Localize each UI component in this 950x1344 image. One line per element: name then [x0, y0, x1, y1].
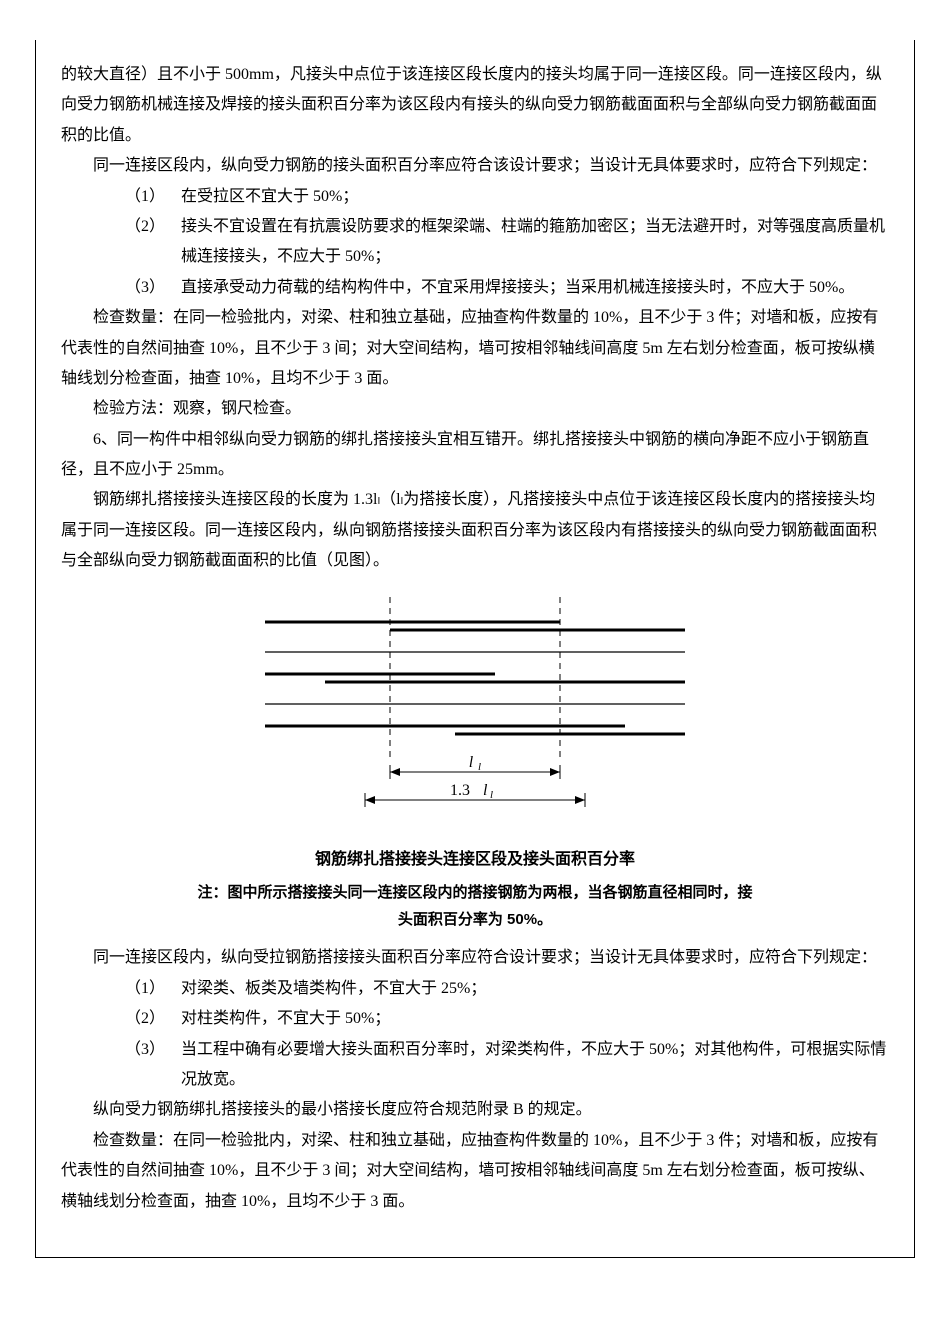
figure-note: 注：图中所示搭接接头同一连接区段内的搭接钢筋为两根，当各钢筋直径相同时，接头面积…	[195, 879, 755, 933]
list-text: 在受拉区不宜大于 50%；	[181, 182, 889, 212]
paragraph: 检查数量：在同一检验批内，对梁、柱和独立基础，应抽查构件数量的 10%，且不少于…	[61, 303, 889, 394]
list-item: （3） 当工程中确有必要增大接头面积百分率时，对梁类构件，不应大于 50%；对其…	[125, 1035, 889, 1096]
ordered-list-2: （1） 对梁类、板类及墙类构件，不宜大于 25%； （2） 对柱类构件，不宜大于…	[125, 974, 889, 1096]
svg-text:l: l	[469, 754, 474, 771]
ordered-list-1: （1） 在受拉区不宜大于 50%； （2） 接头不宜设置在有抗震设防要求的框架梁…	[125, 182, 889, 304]
svg-text:l: l	[490, 789, 493, 801]
svg-text:1.3: 1.3	[450, 782, 470, 799]
svg-text:l: l	[483, 782, 488, 799]
paragraph: 钢筋绑扎搭接接头连接区段的长度为 1.3lₗ（lₗ为搭接长度），凡搭接接头中点位…	[61, 485, 889, 576]
list-text: 接头不宜设置在有抗震设防要求的框架梁端、柱端的箍筋加密区；当无法避开时，对等强度…	[181, 212, 889, 273]
rebar-splice-diagram: l l 1.3 l l	[255, 592, 695, 822]
list-number: （2）	[125, 212, 181, 273]
list-item: （1） 对梁类、板类及墙类构件，不宜大于 25%；	[125, 974, 889, 1004]
paragraph: 同一连接区段内，纵向受力钢筋的接头面积百分率应符合该设计要求；当设计无具体要求时…	[61, 151, 889, 181]
list-text: 对柱类构件，不宜大于 50%；	[181, 1004, 889, 1034]
figure: l l 1.3 l l 钢筋绑扎搭接接头连接区段及接头面积百分率 注：图中所示搭…	[61, 592, 889, 934]
list-number: （1）	[125, 182, 181, 212]
list-item: （1） 在受拉区不宜大于 50%；	[125, 182, 889, 212]
list-text: 当工程中确有必要增大接头面积百分率时，对梁类构件，不应大于 50%；对其他构件，…	[181, 1035, 889, 1096]
list-item: （3） 直接承受动力荷载的结构构件中，不宜采用焊接接头；当采用机械连接接头时，不…	[125, 273, 889, 303]
paragraph: 检验方法：观察，钢尺检查。	[61, 394, 889, 424]
paragraph: 检查数量：在同一检验批内，对梁、柱和独立基础，应抽查构件数量的 10%，且不少于…	[61, 1126, 889, 1217]
list-number: （3）	[125, 1035, 181, 1096]
list-number: （1）	[125, 974, 181, 1004]
list-item: （2） 对柱类构件，不宜大于 50%；	[125, 1004, 889, 1034]
list-text: 对梁类、板类及墙类构件，不宜大于 25%；	[181, 974, 889, 1004]
figure-caption: 钢筋绑扎搭接接头连接区段及接头面积百分率	[61, 845, 889, 875]
paragraph: 6、同一构件中相邻纵向受力钢筋的绑扎搭接接头宜相互错开。绑扎搭接接头中钢筋的横向…	[61, 425, 889, 486]
paragraph: 同一连接区段内，纵向受拉钢筋搭接接头面积百分率应符合设计要求；当设计无具体要求时…	[61, 943, 889, 973]
paragraph: 纵向受力钢筋绑扎搭接接头的最小搭接长度应符合规范附录 B 的规定。	[61, 1095, 889, 1125]
paragraph-continuation: 的较大直径）且不小于 500mm，凡接头中点位于该连接区段长度内的接头均属于同一…	[61, 60, 889, 151]
svg-text:l: l	[478, 761, 481, 773]
list-text: 直接承受动力荷载的结构构件中，不宜采用焊接接头；当采用机械连接接头时，不应大于 …	[181, 273, 889, 303]
list-item: （2） 接头不宜设置在有抗震设防要求的框架梁端、柱端的箍筋加密区；当无法避开时，…	[125, 212, 889, 273]
list-number: （2）	[125, 1004, 181, 1034]
document-page: 的较大直径）且不小于 500mm，凡接头中点位于该连接区段长度内的接头均属于同一…	[35, 40, 915, 1258]
list-number: （3）	[125, 273, 181, 303]
